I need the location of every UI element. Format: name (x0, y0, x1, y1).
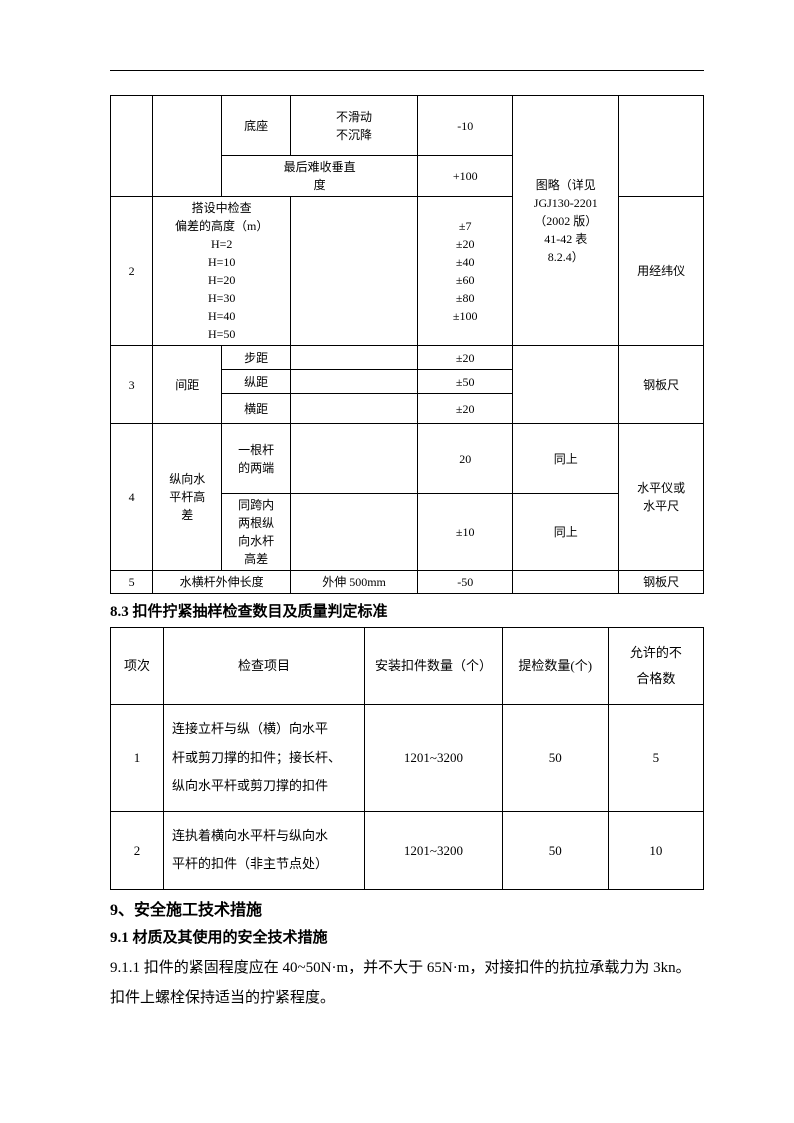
cell: 1 (111, 705, 164, 812)
cell: 连接立杆与纵（横）向水平杆或剪刀撑的扣件；接长杆、纵向水平杆或剪刀撑的扣件 (163, 705, 364, 812)
cell-empty (513, 346, 619, 424)
cell: 5 (111, 571, 153, 594)
cell: 间距 (153, 346, 222, 424)
cell: 同跨内两根纵向水杆高差 (222, 494, 291, 571)
cell: 4 (111, 424, 153, 571)
cell: ±10 (418, 494, 513, 571)
heading-9: 9、安全施工技术措施 (110, 896, 704, 920)
cell: 一根杆的两端 (222, 424, 291, 494)
header-cell: 检查项目 (163, 628, 364, 705)
cell: 钢板尺 (619, 571, 704, 594)
cell: 纵向水平杆高差 (153, 424, 222, 571)
cell: ±20 (418, 394, 513, 424)
header-cell: 提检数量(个) (502, 628, 608, 705)
cell: 2 (111, 197, 153, 346)
cell-empty (291, 346, 418, 370)
cell: ±7±20±40±60±80±100 (418, 197, 513, 346)
cell: 20 (418, 424, 513, 494)
cell: ±20 (418, 346, 513, 370)
cell: 10 (608, 811, 703, 889)
cell: 2 (111, 811, 164, 889)
cell: -50 (418, 571, 513, 594)
cell: 不滑动不沉降 (291, 96, 418, 156)
cell: -10 (418, 96, 513, 156)
cell: 5 (608, 705, 703, 812)
cell: 图略（详见JGJ130-2201（2002 版）41-42 表8.2.4） (513, 96, 619, 346)
header-cell: 允许的不合格数 (608, 628, 703, 705)
cell: 连执着横向水平杆与纵向水平杆的扣件（非主节点处） (163, 811, 364, 889)
cell-empty (291, 424, 418, 494)
cell: 50 (502, 811, 608, 889)
cell: 3 (111, 346, 153, 424)
cell: 搭设中检查偏差的高度（m）H=2H=10H=20H=30H=40H=50 (153, 197, 291, 346)
cell-empty (291, 394, 418, 424)
cell: ±50 (418, 370, 513, 394)
cell-empty (111, 96, 153, 197)
cell: 1201~3200 (365, 811, 503, 889)
cell: 同上 (513, 494, 619, 571)
cell: 底座 (222, 96, 291, 156)
cell-empty (619, 96, 704, 197)
cell: 纵距 (222, 370, 291, 394)
cell: 步距 (222, 346, 291, 370)
cell: 水平仪或水平尺 (619, 424, 704, 571)
cell: 钢板尺 (619, 346, 704, 424)
cell-empty (153, 96, 222, 197)
cell-empty (291, 197, 418, 346)
cell-empty (291, 370, 418, 394)
cell: 1201~3200 (365, 705, 503, 812)
header-cell: 安装扣件数量（个） (365, 628, 503, 705)
deviation-table: 底座 不滑动不沉降 -10 图略（详见JGJ130-2201（2002 版）41… (110, 95, 704, 594)
paragraph-9-1-1: 9.1.1 扣件的紧固程度应在 40~50N·m，并不大于 65N·m，对接扣件… (110, 953, 704, 1013)
page-top-rule (110, 70, 704, 71)
cell-empty (291, 494, 418, 571)
cell: 50 (502, 705, 608, 812)
page-content: 底座 不滑动不沉降 -10 图略（详见JGJ130-2201（2002 版）41… (110, 95, 704, 1013)
heading-8-3: 8.3 扣件拧紧抽样检查数目及质量判定标准 (110, 600, 704, 621)
header-cell: 项次 (111, 628, 164, 705)
heading-9-1: 9.1 材质及其使用的安全技术措施 (110, 926, 704, 947)
cell-empty (513, 571, 619, 594)
cell: 外伸 500mm (291, 571, 418, 594)
cell: 用经纬仪 (619, 197, 704, 346)
cell: 水横杆外伸长度 (153, 571, 291, 594)
cell: 横距 (222, 394, 291, 424)
cell: +100 (418, 156, 513, 197)
cell: 同上 (513, 424, 619, 494)
sampling-table: 项次 检查项目 安装扣件数量（个） 提检数量(个) 允许的不合格数 1 连接立杆… (110, 627, 704, 890)
cell: 最后难收垂直度 (222, 156, 418, 197)
